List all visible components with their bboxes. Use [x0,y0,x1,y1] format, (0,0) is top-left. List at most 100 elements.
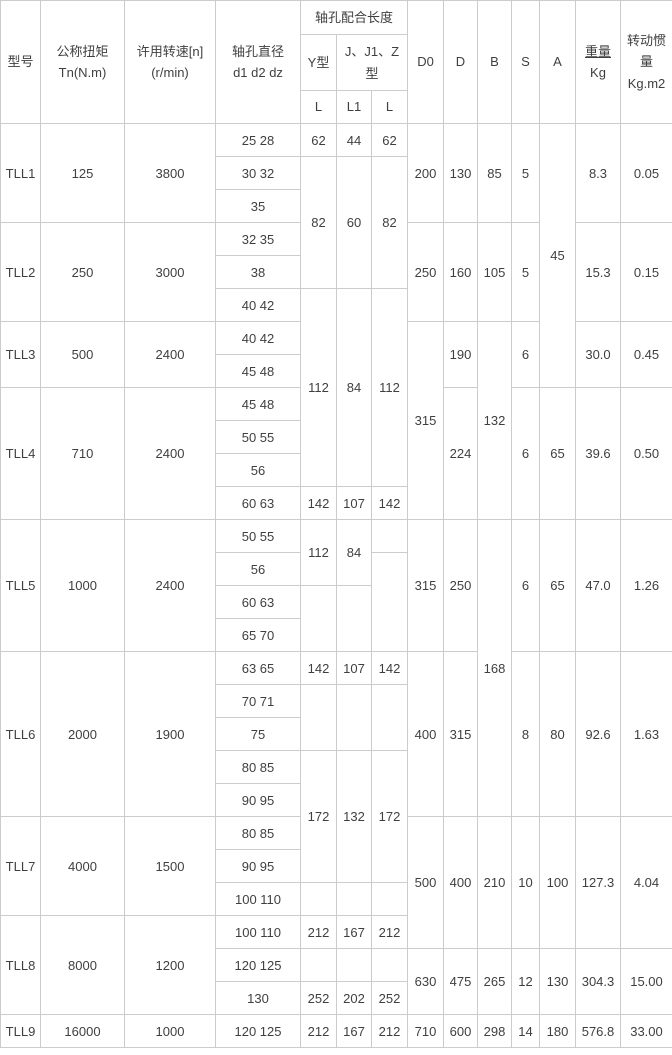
table-cell: 107 [336,486,372,520]
table-cell: 120 125 [215,1014,301,1048]
table-cell: 0.45 [620,321,672,388]
table-row: TLL5 1000 2400 50 55 112 84 315 250 168 6 65 47.0 1.… [0,519,672,817]
header-weight-line2: Kg [590,65,606,80]
header-torque-line2: Tn(N.m) [58,65,107,80]
header-row-3: L L1 L [1,90,672,124]
table-cell: 172 [300,750,337,883]
table-cell: 127.3 [575,816,621,949]
table-cell: 10 [511,816,540,949]
table-cell: 576.8 [575,1014,621,1048]
table-cell: 142 [371,651,408,685]
table-cell: 15.3 [575,222,621,322]
table-cell: 45 [539,123,576,388]
table-cell: 38 [215,255,301,289]
table-cell: 82 [300,156,337,289]
table-cell: 16000 [40,1014,125,1048]
table-cell: 142 [300,486,337,520]
table-cell: 400 [443,816,478,949]
table-row: 100 110 [1,882,672,916]
table-cell: 75 [215,717,301,751]
table-cell [300,684,337,751]
header-weight-label: 重量 [584,43,611,59]
table-row: TLL1 125 3800 25 28 62 44 62 200 130 85 5 45 8.3 0.05 [0,123,672,388]
model-cell: TLL8 [0,915,41,1015]
table-cell: 142 [371,486,408,520]
model-cell: TLL4 [0,387,41,520]
table-cell: 90 95 [215,849,301,883]
table-cell: 500 [407,816,444,949]
table-cell: 400 [407,651,444,817]
table-cell: 65 [539,519,576,652]
table-row: 130 252 202 252 [1,981,672,1015]
table-cell: 630 [407,948,444,1015]
table-cell: 0.15 [620,222,672,322]
table-cell: 130 [443,123,478,223]
header-jjz-line1: J、J1、Z [344,44,400,60]
table-cell [371,552,408,652]
header-speed-line2: (r/min) [151,65,189,80]
table-cell: 2400 [124,519,216,652]
table-cell: 45 48 [215,387,301,421]
table-cell: 5 [511,222,540,322]
table-row: 80 85 172 132 172 [1,750,672,883]
table-cell: 50 55 [215,519,301,553]
table-cell: 252 [300,981,337,1015]
table-cell: 224 [443,387,478,520]
table-cell: 212 [300,915,337,949]
table-cell [371,882,408,916]
table-cell: 105 [477,222,512,322]
table-cell: 45 48 [215,354,301,388]
table-cell [371,519,408,553]
header-d0: D0 [407,0,444,124]
table-row: 75 [1,717,672,751]
table-cell: 3000 [124,222,216,322]
table-cell [336,684,372,751]
table-cell: 202 [336,981,372,1015]
table-cell: 80 [539,651,576,817]
table-cell: 132 [477,321,512,520]
table-cell: 107 [336,651,372,685]
table-cell: 84 [336,288,372,487]
model-cell: TLL2 [0,222,41,322]
table-cell: 15.00 [620,948,672,1015]
table-cell: 172 [371,750,408,883]
table-cell: 30.0 [575,321,621,388]
table-cell: 14 [511,1014,540,1048]
table-cell [336,882,372,916]
table-cell: 160 [443,222,478,322]
header-speed: 许用转速[n] (r/min) [124,0,216,124]
table-cell: 710 [40,387,125,520]
table-row: 120 125 630 475 265 12 130 304.3 15.00 [1,948,672,1015]
table-cell: 250 [407,222,444,322]
header-b: B [477,0,512,124]
table-row: 56 [1,552,672,652]
table-cell: 120 125 [215,948,301,982]
table-cell: 8000 [40,915,125,1015]
table-cell: 4000 [40,816,125,916]
table-cell: 475 [443,948,478,1015]
table-cell: 250 [40,222,125,322]
table-cell [300,585,337,652]
table-cell: 142 [300,651,337,685]
table-cell: 210 [477,816,512,949]
table-cell: 125 [40,123,125,223]
table-cell: 6 [511,519,540,652]
table-cell: 304.3 [575,948,621,1015]
table-cell: 250 [443,519,478,652]
spec-table-body: TLL1 125 3800 25 28 62 44 62 200 130 85 5 45 8.3 0.05… [0,123,672,1048]
header-fit-length-group: 轴孔配合长度 [300,0,408,35]
table-cell: 1000 [40,519,125,652]
table-cell: 70 71 [215,684,301,718]
table-cell: 298 [477,1014,512,1048]
table-row: TLL4 710 2400 45 48 224 6 65 39.6 0.50 [0,387,672,520]
table-cell: 315 [407,321,444,520]
table-cell: 39.6 [575,387,621,520]
table-cell: 65 [539,387,576,520]
table-row: TLL8 8000 1200 100 110 212 167 212 [0,915,672,1015]
table-cell: 5 [511,123,540,223]
table-cell: 65 70 [215,618,301,652]
table-row: 30 32 82 60 82 [1,156,672,289]
table-cell: 12 [511,948,540,1015]
table-cell: 84 [336,519,372,586]
